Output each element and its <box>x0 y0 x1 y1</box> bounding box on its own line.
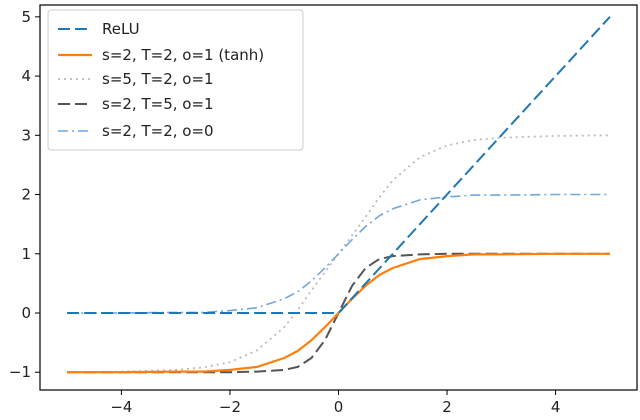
x-tick-label: 0 <box>334 398 344 416</box>
legend-label: s=5, T=2, o=1 <box>102 70 214 88</box>
legend-label: s=2, T=5, o=1 <box>102 95 214 113</box>
y-tick-label: 1 <box>21 245 31 263</box>
legend-item-s5-t2-o1: s=5, T=2, o=1 <box>58 70 214 88</box>
y-tick-label: 5 <box>21 8 31 26</box>
y-tick-label: 3 <box>21 126 31 144</box>
legend-label: s=2, T=2, o=1 (tanh) <box>102 46 264 64</box>
legend-item-relu: ReLU <box>58 20 140 38</box>
legend-item-s2-t2-o0: s=2, T=2, o=0 <box>58 122 214 140</box>
series-line-relu <box>67 16 611 314</box>
x-tick-label: −4 <box>110 398 132 416</box>
legend-label: ReLU <box>102 20 140 38</box>
y-tick-label: 0 <box>21 304 31 322</box>
series-line-s-2-t-2-o-1-tanh <box>67 252 610 374</box>
x-tick-label: −2 <box>219 398 241 416</box>
series-line-s-2-t-2-o-0 <box>67 193 610 314</box>
series-layer <box>67 16 611 374</box>
x-tick-label: 2 <box>442 398 452 416</box>
y-tick-label: 4 <box>21 67 31 85</box>
y-axis: −1 0 1 2 3 4 5 <box>9 8 40 381</box>
y-tick-label: 2 <box>21 186 31 204</box>
y-tick-label: −1 <box>9 363 31 381</box>
legend-item-tanh: s=2, T=2, o=1 (tanh) <box>58 46 264 64</box>
series-line-s-5-t-2-o-1 <box>67 134 610 374</box>
legend-item-s2-t5-o1: s=2, T=5, o=1 <box>58 95 214 113</box>
legend-label: s=2, T=2, o=0 <box>102 122 214 140</box>
legend-box <box>47 9 304 151</box>
x-tick-label: 4 <box>551 398 561 416</box>
legend: ReLU s=2, T=2, o=1 (tanh) s=5, T=2, o=1 … <box>47 9 304 151</box>
x-axis: −4 −2 0 2 4 <box>110 390 560 416</box>
